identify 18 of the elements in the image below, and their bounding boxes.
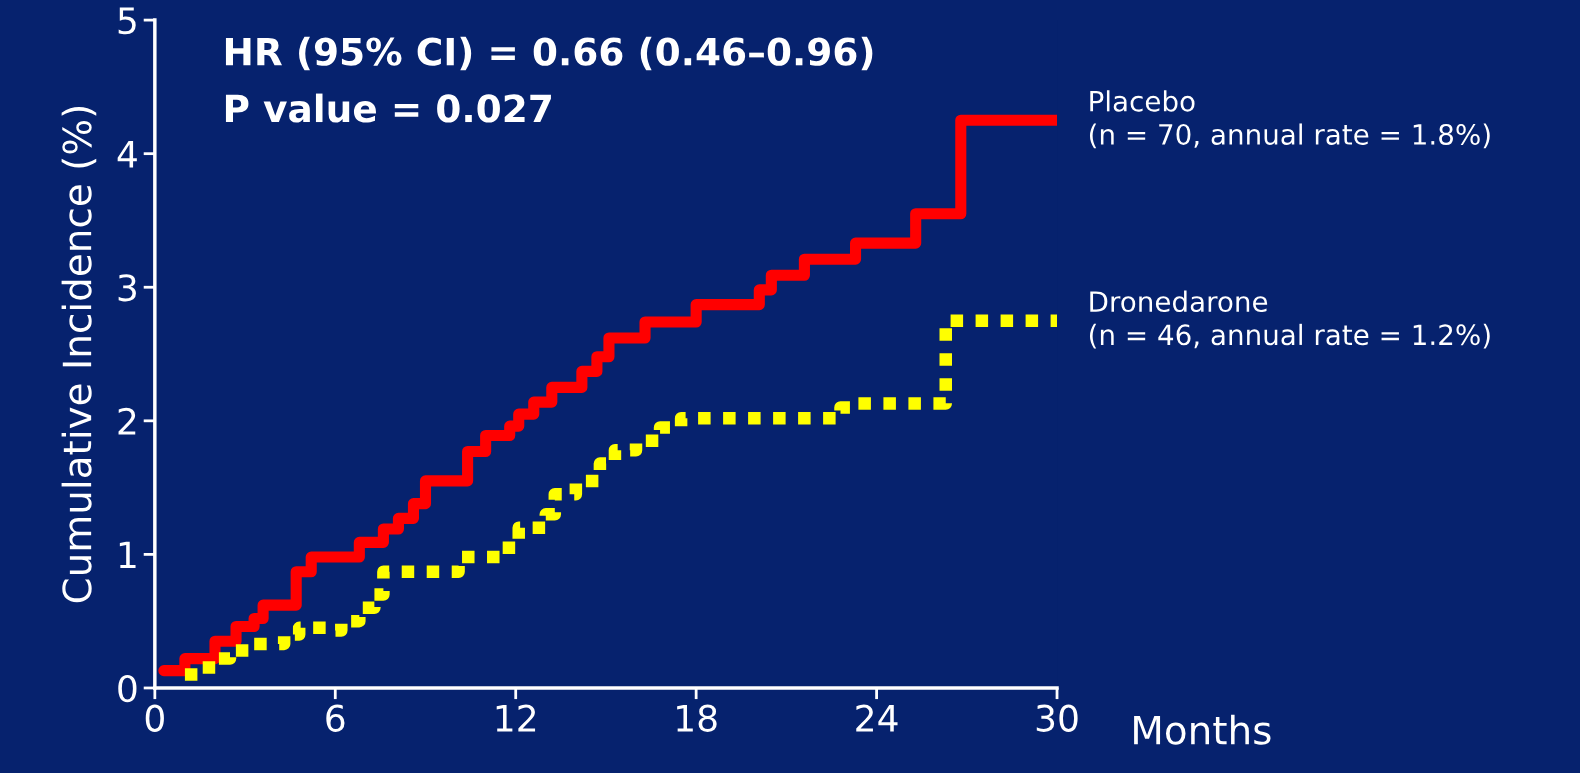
y-tick-label: 2 [118, 407, 136, 435]
y-tick-label: 3 [118, 274, 136, 302]
annotation: P value = 0.027 [225, 93, 551, 123]
x-tick-label: 24 [856, 704, 898, 732]
y-tick-label: 1 [119, 541, 136, 569]
annotation: HR (95% CI) = 0.66 (0.46–0.96) [225, 36, 873, 71]
x-tick-label: 30 [1036, 704, 1078, 732]
x-tick-label: 18 [677, 704, 717, 732]
y-tick-label: 5 [118, 7, 136, 35]
x-tick-label: 0 [145, 704, 164, 732]
series-label: Dronedarone (n = 46, annual rate = 1.2%) [1089, 290, 1490, 349]
y-axis-title: Cumulative Incidence (%) [61, 106, 97, 603]
x-axis-title: Months [1134, 714, 1271, 745]
x-tick-label: 12 [496, 704, 536, 732]
y-tick-label: 4 [117, 141, 137, 168]
y-tick-label: 0 [118, 674, 137, 703]
series-label: Placebo (n = 70, annual rate = 1.8%) [1089, 90, 1490, 149]
x-tick-label: 6 [326, 704, 345, 732]
